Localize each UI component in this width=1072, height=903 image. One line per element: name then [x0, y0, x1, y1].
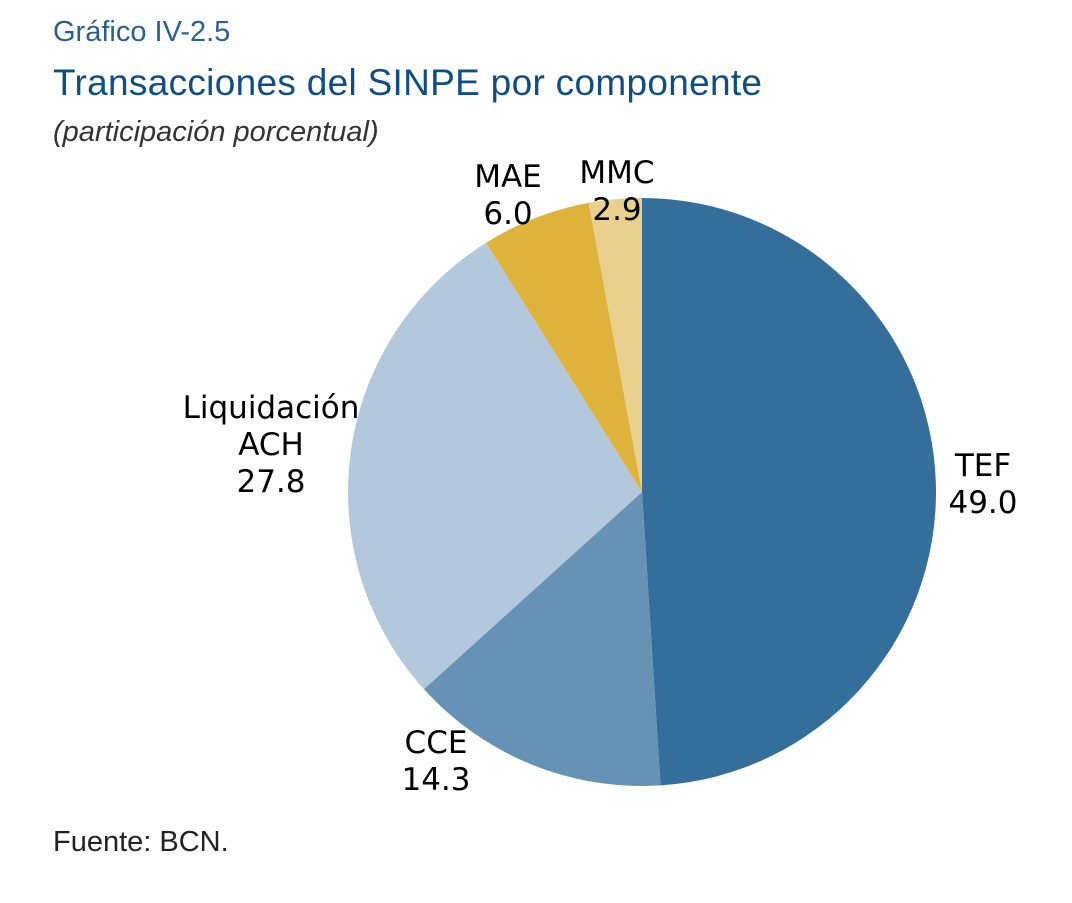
- chart-subtitle: (participación porcentual): [53, 116, 379, 148]
- chart-title: Transacciones del SINPE por componente: [53, 62, 763, 103]
- slice-label-tef: TEF 49.0: [948, 448, 1017, 521]
- pie-slice-mae: [486, 202, 642, 492]
- pie-labels: TEF 49.0 CCE 14.3 Liquidación ACH 27.8 MAE 6.0 MM…: [183, 155, 1018, 798]
- pie-slice-mmc: [588, 198, 642, 492]
- chart-source: Fuente: BCN.: [53, 826, 229, 858]
- pie-slice-cce: [423, 492, 661, 786]
- chart-number: Gráfico IV-2.5: [53, 16, 231, 48]
- pie-slices: [348, 197, 937, 786]
- pie-slice-tef: [642, 197, 937, 786]
- slice-label-mae: MAE 6.0: [474, 159, 542, 232]
- slice-label-cce: CCE 14.3: [401, 725, 470, 798]
- slice-label-mmc: MMC 2.9: [579, 155, 654, 228]
- pie-slice-liquidacion-ach: [348, 242, 642, 690]
- slice-label-liquidacion-ach: Liquidación ACH 27.8: [183, 390, 360, 500]
